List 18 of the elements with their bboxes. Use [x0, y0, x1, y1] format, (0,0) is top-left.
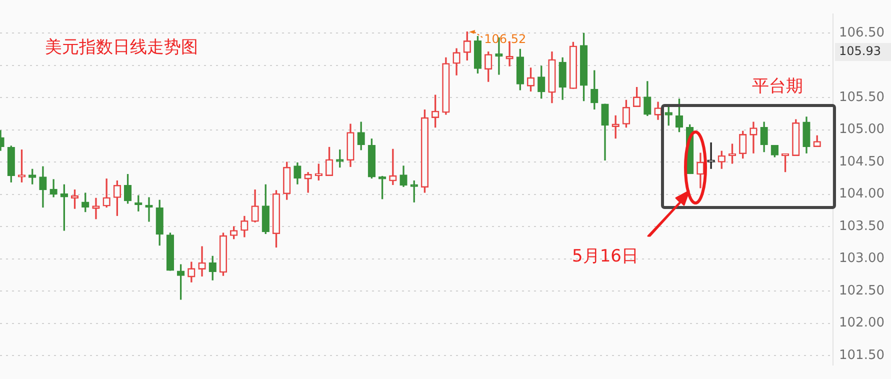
y-tick-label: 105.00 [839, 122, 884, 138]
y-tick-label: 103.00 [839, 251, 884, 266]
annotation: 5月16日 [572, 246, 638, 266]
y-tick-label: 104.50 [839, 154, 884, 170]
annotation: 平台期 [752, 76, 803, 96]
annotation: 106.52 [484, 32, 526, 46]
y-tick-label: 102.50 [839, 283, 884, 298]
candlestick [198, 246, 206, 277]
y-tick-label: 105.50 [839, 90, 884, 105]
y-tick-label: 103.50 [839, 218, 884, 234]
candlestick [750, 122, 758, 154]
y-tick-label: 106.50 [839, 26, 884, 41]
y-tick-label: 102.00 [839, 316, 884, 331]
text: 105.93 [839, 44, 881, 58]
y-tick-label: 101.50 [839, 348, 884, 363]
y-tick-label: 104.00 [839, 186, 884, 202]
text: 美元指数日线走势图 [45, 37, 198, 58]
candlestick [304, 172, 312, 193]
